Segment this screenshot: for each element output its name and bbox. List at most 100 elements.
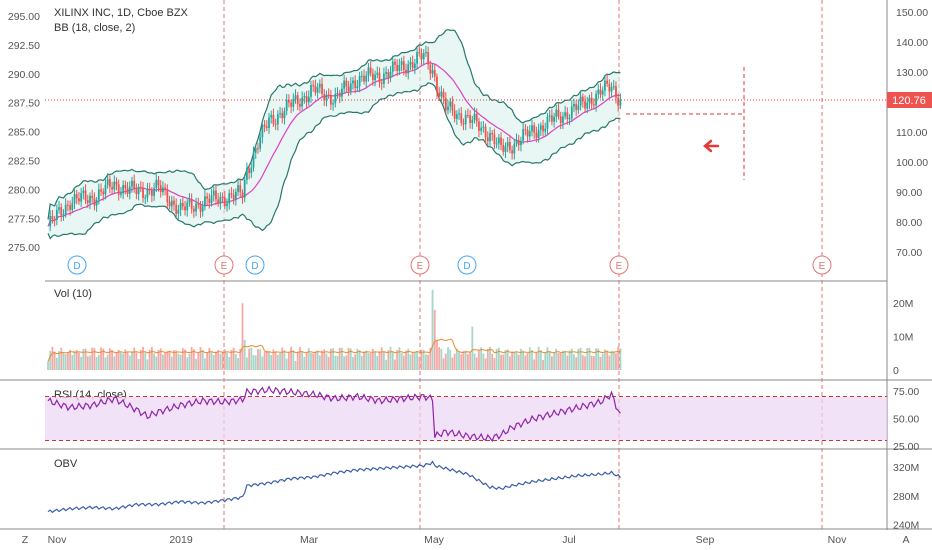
candle-body <box>120 193 122 195</box>
left-axis-tick: 295.00 <box>8 11 40 23</box>
candle-body <box>478 121 480 131</box>
volume-bar <box>475 357 478 370</box>
candle-body <box>155 179 158 189</box>
time-axis[interactable]: Nov 2019 Mar May Jul Sep Nov <box>48 534 847 546</box>
volume-bar <box>504 349 507 370</box>
candle-body <box>495 143 498 145</box>
volume-bar <box>486 348 489 370</box>
volume-bar <box>274 351 277 370</box>
volume-bar <box>484 358 487 370</box>
candle-body <box>338 92 341 97</box>
bollinger-lower-band <box>47 82 621 240</box>
candle-body <box>131 180 133 187</box>
volume-bar <box>228 356 231 370</box>
volume-bar <box>117 349 120 370</box>
volume-bar <box>89 355 91 370</box>
volume-bar <box>500 354 502 370</box>
candle-body <box>447 106 449 111</box>
volume-bar <box>542 360 544 370</box>
volume-bar <box>380 347 383 370</box>
volume-bar <box>241 303 244 370</box>
right-axis-tick: 140.00 <box>896 37 928 49</box>
candle-body <box>117 184 120 195</box>
right-price-axis[interactable]: 150.00140.00130.00120.00110.00100.0090.0… <box>896 7 928 259</box>
volume-bar <box>73 351 76 370</box>
volume-bar <box>559 352 562 370</box>
volume-bar <box>219 353 222 370</box>
volume-bar <box>325 353 328 370</box>
candle-body <box>473 113 476 120</box>
candle-body <box>318 83 321 88</box>
candle-body <box>66 204 69 206</box>
left-axis-tick: 287.50 <box>8 98 40 110</box>
volume-bar <box>159 348 162 370</box>
left-price-axis[interactable]: 295.00 292.50 290.00 287.50 285.00 282.50 280.… <box>8 11 40 254</box>
volume-bar <box>305 351 308 370</box>
candle-body <box>314 86 317 93</box>
candle-body <box>442 91 445 98</box>
volume-bar <box>460 354 463 370</box>
volume-bar <box>303 356 306 370</box>
candle-body <box>323 93 326 101</box>
volume-bar <box>360 355 363 370</box>
candle-body <box>376 72 379 75</box>
volume-bar <box>436 339 438 370</box>
volume-bar <box>292 350 295 370</box>
candle-body <box>283 110 286 119</box>
volume-bar <box>162 354 164 370</box>
volume-bar <box>365 350 368 370</box>
volume-bar <box>604 349 606 370</box>
volume-bar <box>511 351 513 370</box>
candle-body <box>460 113 463 124</box>
volume-bar <box>391 352 394 370</box>
auto-scale-button[interactable] <box>896 531 916 548</box>
volume-bar <box>517 354 520 370</box>
right-axis-tick: 110.00 <box>896 127 927 139</box>
candle-body <box>210 195 213 204</box>
volume-bar <box>352 357 354 370</box>
volume-bar <box>321 350 323 370</box>
volume-bar <box>575 357 578 370</box>
volume-bar <box>201 349 204 370</box>
volume-bar <box>341 347 343 370</box>
candle-body <box>153 188 155 196</box>
candle-body <box>285 99 288 111</box>
candle-body <box>349 83 352 92</box>
candle-body <box>301 97 304 107</box>
volume-bar <box>615 353 617 370</box>
candle-body <box>208 198 211 204</box>
volume-bar <box>312 353 315 370</box>
volume-bar <box>91 347 94 370</box>
volume-bar <box>206 353 209 370</box>
candle-body <box>73 194 76 204</box>
candle-body <box>91 195 94 199</box>
candle-body <box>577 105 580 110</box>
candle-body <box>358 76 361 87</box>
volume-bar <box>111 350 113 370</box>
obv-axis-tick: 320M <box>893 462 919 474</box>
volume-bar <box>104 357 107 370</box>
right-axis-tick: 150.00 <box>896 7 928 19</box>
volume-bar <box>259 349 262 370</box>
candle-body <box>164 187 167 190</box>
candle-body <box>464 114 467 125</box>
candle-body <box>179 202 182 210</box>
zoom-button[interactable] <box>16 531 34 548</box>
event-marker-label: E <box>819 261 826 272</box>
candle-body <box>575 103 578 110</box>
volume-bar <box>515 352 518 370</box>
zoom-button-label: Z <box>22 534 29 546</box>
candle-body <box>407 64 410 74</box>
volume-bar <box>55 357 58 370</box>
candle-body <box>321 83 323 94</box>
candle-body <box>263 124 266 127</box>
volume-bar <box>69 349 71 370</box>
candle-body <box>586 102 589 109</box>
forecast-drawing[interactable] <box>626 67 745 180</box>
volume-bar <box>170 356 173 370</box>
candle-body <box>111 186 113 190</box>
candle-body <box>531 125 533 132</box>
volume-bar <box>257 349 259 370</box>
